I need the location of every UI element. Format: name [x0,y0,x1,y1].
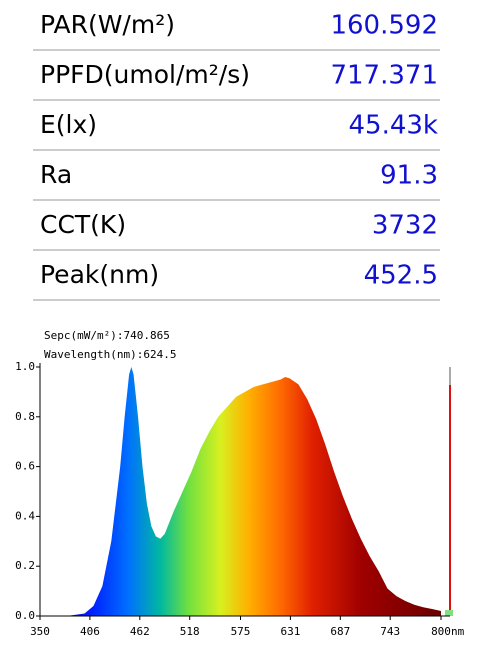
row-value: 3732 [372,211,438,241]
row-value: 91.3 [380,161,438,191]
y-tick-label: 0.0 [15,609,35,622]
x-tick-label: 406 [80,625,100,638]
annotation: Sepc(mW/m²):740.865 [44,329,170,342]
x-unit: nm [451,625,465,638]
annotation: Wavelength(nm):624.5 [44,348,176,361]
y-tick-label: 1.0 [15,360,35,373]
row-label: Ra [40,160,72,189]
row-label: E(lx) [40,110,97,139]
y-tick-label: 0.6 [15,460,35,473]
row-label: PAR(W/m²) [40,10,175,39]
y-tick-label: 0.4 [15,509,35,522]
row-label: CCT(K) [40,210,126,239]
x-tick-label: 350 [30,625,50,638]
row-value: 160.592 [330,11,438,41]
x-tick-label: 575 [231,625,251,638]
x-tick-label: 462 [130,625,150,638]
row-value: 452.5 [364,261,438,291]
y-tick-label: 0.2 [15,559,35,572]
x-tick-label: 687 [330,625,350,638]
row-label: PPFD(umol/m²/s) [40,60,250,89]
cursor-foot [445,610,453,616]
row-value: 717.371 [330,61,438,91]
x-tick-label: 743 [380,625,400,638]
x-tick-label: 631 [280,625,300,638]
spectrum-area [40,367,441,616]
x-tick-label: 800 [431,625,451,638]
x-tick-label: 518 [180,625,200,638]
row-value: 45.43k [349,111,439,141]
row-label: Peak(nm) [40,260,159,289]
y-tick-label: 0.8 [15,410,35,423]
